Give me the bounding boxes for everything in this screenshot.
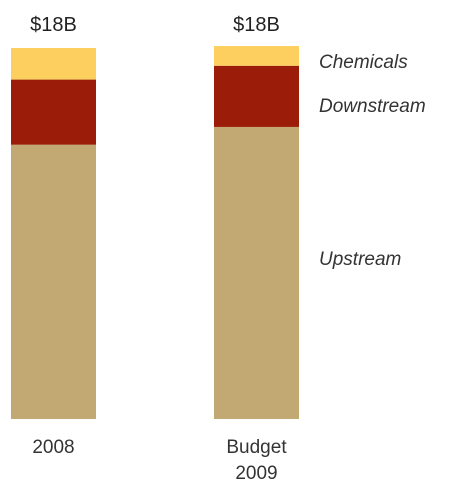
bar-segment-upstream-budget-2009	[214, 126, 299, 420]
bar-segment-upstream-2008	[11, 144, 96, 419]
category-label-budget-2009-line-1: Budget	[226, 437, 287, 458]
bar-segment-chemicals-2008	[11, 48, 96, 80]
bar-segment-downstream-2008	[11, 79, 96, 145]
category-label-2008: 2008	[32, 437, 74, 458]
legend-label-downstream: Downstream	[319, 96, 426, 117]
legend: Upstream Downstream Chemicals	[319, 52, 426, 270]
bar-segment-downstream-budget-2009	[214, 65, 299, 127]
legend-label-chemicals: Chemicals	[319, 52, 408, 73]
total-labels: $18B $18B	[30, 14, 280, 36]
total-label-2008: $18B	[30, 14, 77, 36]
bars-layer	[11, 46, 299, 420]
category-label-budget-2009-line-2: 2009	[235, 463, 277, 484]
legend-label-upstream: Upstream	[319, 249, 401, 270]
bar-segment-chemicals-budget-2009	[214, 46, 299, 66]
category-labels: 2008 Budget 2009	[32, 437, 287, 484]
total-label-budget-2009: $18B	[233, 14, 280, 36]
